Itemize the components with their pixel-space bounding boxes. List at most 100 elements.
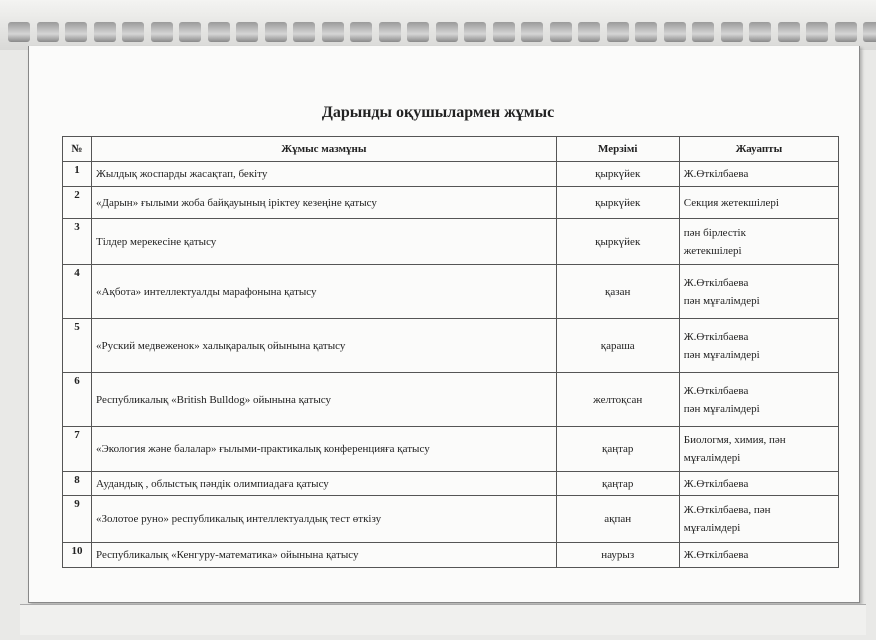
binding-ring xyxy=(150,22,173,42)
binding-ring xyxy=(806,22,828,42)
row-responsible: Ж.Өткілбаева, пән мұғалімдері xyxy=(678,495,840,543)
responsible-line: пән мұғалімдері xyxy=(683,348,760,361)
binding-ring xyxy=(236,22,258,42)
responsible-line: пән бірлестік xyxy=(683,226,746,239)
table-row: 7 «Экология және балалар» ғылыми-практика… xyxy=(61,426,840,472)
responsible-line: Секция жетекшілері xyxy=(683,196,779,209)
binding-ring xyxy=(321,22,344,42)
row-date: қыркүйек xyxy=(555,186,680,219)
binding-ring xyxy=(264,22,287,42)
binding-ring xyxy=(692,22,714,42)
binding-ring xyxy=(834,22,857,42)
binding-ring xyxy=(635,22,657,42)
row-content: Жылдық жоспарды жасақтап, бекіту xyxy=(91,161,557,187)
row-content: «Золотое руно» республикалық интеллектуа… xyxy=(91,495,557,543)
row-responsible: Биологмя, химия, пән мұғалімдері xyxy=(678,426,840,472)
binding-ring xyxy=(578,22,600,42)
row-content: «Ақбота» интеллектуалды марафонына қатыс… xyxy=(91,264,557,319)
row-content: Республикалық «Кенгуру-математика» ойыны… xyxy=(91,542,557,568)
row-responsible: Ж.Өткілбаева xyxy=(678,542,840,568)
responsible-line: мұғалімдері xyxy=(683,452,741,464)
binding-ring xyxy=(36,22,59,42)
table-row: 4 «Ақбота» интеллектуалды марафонына қаты… xyxy=(61,264,840,319)
row-content: Аудандық , облыстық пәндік олимпиадаға қ… xyxy=(91,471,557,496)
row-date: қазан xyxy=(555,264,680,319)
responsible-line: пән мұғалімдері xyxy=(683,294,760,307)
responsible-line: Биологмя, химия, пән xyxy=(683,434,786,446)
row-date: ақпан xyxy=(555,495,680,543)
header-number: № xyxy=(61,136,93,162)
row-date: наурыз xyxy=(555,542,680,568)
row-date: желтоқсан xyxy=(555,372,680,427)
binding-ring xyxy=(521,22,543,42)
page-edge xyxy=(20,604,866,635)
binding-ring xyxy=(93,22,116,42)
binding-ring xyxy=(663,22,686,42)
row-number: 7 xyxy=(61,426,93,472)
responsible-line: Ж.Өткілбаева, пән xyxy=(683,504,771,516)
binding-ring xyxy=(293,22,315,42)
binding-ring xyxy=(749,22,771,42)
binding-ring xyxy=(464,22,486,42)
table-row: 3 Тілдер мерекесіне қатысу қыркүйек пән бір… xyxy=(61,218,840,265)
binding-ring xyxy=(777,22,800,42)
binding-ring xyxy=(65,22,87,42)
row-date: қаңтар xyxy=(555,426,680,472)
binding-ring xyxy=(378,22,401,42)
responsible-line: Ж.Өткілбаева xyxy=(683,477,749,490)
table-row: 1 Жылдық жоспарды жасақтап, бекіту қыркүйе… xyxy=(61,161,840,187)
row-responsible: Ж.Өткілбаева пән мұғалімдері xyxy=(678,318,840,373)
table-row: 5 «Руский медвеженок» халықаралық ойынына… xyxy=(61,318,840,373)
binding-ring xyxy=(350,22,372,42)
row-number: 6 xyxy=(61,372,93,427)
row-number: 2 xyxy=(61,186,93,219)
row-responsible: Ж.Өткілбаева пән мұғалімдері xyxy=(678,264,840,319)
activities-table: № Жұмыс мазмұны Мерзімі Жауапты 1 Жылдық … xyxy=(61,136,840,568)
row-content: Тілдер мерекесіне қатысу xyxy=(91,218,557,265)
table-row: 6 Республикалық «British Bulldog» ойынына… xyxy=(61,372,840,427)
header-content: Жұмыс мазмұны xyxy=(91,136,557,162)
header-date: Мерзімі xyxy=(555,136,680,162)
table-row: 8 Аудандық , облыстық пәндік олимпиадаға … xyxy=(61,471,840,496)
row-number: 4 xyxy=(61,264,93,319)
row-responsible: Ж.Өткілбаева xyxy=(678,161,840,187)
binding-ring xyxy=(720,22,743,42)
row-content: «Экология және балалар» ғылыми-практикал… xyxy=(91,426,557,472)
page-title: Дарынды оқушылармен жұмыс xyxy=(321,104,555,121)
table-row: 2 «Дарын» ғылыми жоба байқауының іріктеу … xyxy=(61,186,840,219)
row-number: 5 xyxy=(61,318,93,373)
binding-ring xyxy=(606,22,629,42)
binding-ring xyxy=(492,22,515,42)
responsible-line: Ж.Өткілбаева xyxy=(683,549,749,561)
row-responsible: Ж.Өткілбаева xyxy=(678,471,840,496)
table-row: 9 «Золотое руно» республикалық интеллекту… xyxy=(61,495,840,543)
row-date: қыркүйек xyxy=(555,161,680,187)
responsible-line: Ж.Өткілбаева xyxy=(683,330,749,343)
responsible-line: Ж.Өткілбаева xyxy=(683,384,749,397)
row-number: 8 xyxy=(61,471,93,496)
binding-ring xyxy=(122,22,144,42)
responsible-line: мұғалімдері xyxy=(683,522,741,534)
row-responsible: Ж.Өткілбаева пән мұғалімдері xyxy=(678,372,840,427)
row-content: «Дарын» ғылыми жоба байқауының іріктеу к… xyxy=(91,186,557,219)
table-header-row: № Жұмыс мазмұны Мерзімі Жауапты xyxy=(61,136,840,162)
binding-ring xyxy=(179,22,201,42)
responsible-line: пән мұғалімдері xyxy=(683,402,760,415)
responsible-line: Ж.Өткілбаева xyxy=(683,276,749,289)
row-number: 10 xyxy=(61,542,93,568)
row-number: 1 xyxy=(61,161,93,187)
binding-ring xyxy=(549,22,572,42)
row-date: қыркүйек xyxy=(555,218,680,265)
row-content: «Руский медвеженок» халықаралық ойынына … xyxy=(91,318,557,373)
row-date: қараша xyxy=(555,318,680,373)
binding-ring xyxy=(407,22,429,42)
binding-ring xyxy=(863,22,876,42)
row-responsible: Секция жетекшілері xyxy=(678,186,840,219)
table-row: 10 Республикалық «Кенгуру-математика» ойы… xyxy=(61,542,840,568)
row-responsible: пән бірлестік жетекшілері xyxy=(678,218,840,265)
row-date: қаңтар xyxy=(555,471,680,496)
binding-ring xyxy=(207,22,230,42)
responsible-line: Ж.Өткілбаева xyxy=(683,168,749,180)
row-number: 9 xyxy=(61,495,93,543)
responsible-line: жетекшілері xyxy=(683,244,742,257)
